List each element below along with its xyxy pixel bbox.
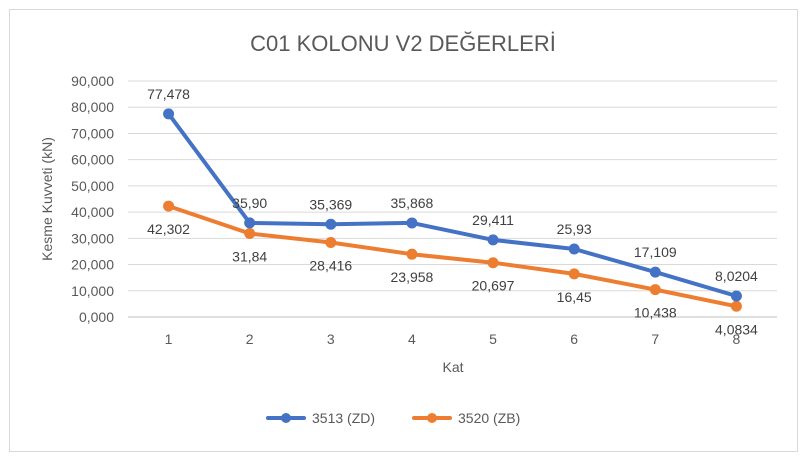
y-tick-label: 50,000 xyxy=(71,178,114,194)
chart-frame xyxy=(9,9,798,452)
chart-title: C01 KOLONU V2 DEĞERLERİ xyxy=(250,31,556,56)
y-axis-ticks: 0,000 10,000 20,000 30,000 40,000 50,000 60,00… xyxy=(71,73,114,325)
y-tick-label: 10,000 xyxy=(71,283,114,299)
data-label: 35,868 xyxy=(391,195,434,211)
y-tick-label: 40,000 xyxy=(71,204,114,220)
y-tick-label: 70,000 xyxy=(71,125,114,141)
series-3520-zb- xyxy=(163,200,742,312)
data-label: 4,0834 xyxy=(715,321,758,337)
data-point xyxy=(163,200,175,212)
series-line xyxy=(166,204,739,309)
x-tick-label: 6 xyxy=(570,331,578,347)
data-point xyxy=(568,243,580,255)
data-point xyxy=(406,217,418,229)
series-3513-zd- xyxy=(163,108,742,302)
y-tick-label: 90,000 xyxy=(71,73,114,89)
data-point xyxy=(730,300,742,312)
data-label: 31,84 xyxy=(232,249,267,265)
data-label: 35,369 xyxy=(309,196,352,212)
legend-label: 3520 (ZB) xyxy=(458,410,520,426)
y-tick-label: 30,000 xyxy=(71,230,114,246)
data-label: 20,697 xyxy=(472,278,515,294)
legend-swatch-marker xyxy=(427,413,437,423)
x-axis-label: Kat xyxy=(442,359,463,375)
data-point xyxy=(406,248,418,260)
x-tick-label: 3 xyxy=(327,331,335,347)
series-line xyxy=(166,111,739,298)
data-point xyxy=(487,257,499,269)
data-label: 16,45 xyxy=(557,289,592,305)
data-point xyxy=(163,108,175,120)
y-tick-label: 80,000 xyxy=(71,99,114,115)
data-point xyxy=(568,268,580,280)
x-tick-label: 4 xyxy=(408,331,416,347)
data-point xyxy=(649,266,661,278)
data-label: 10,438 xyxy=(634,305,677,321)
data-label: 28,416 xyxy=(309,257,352,273)
data-label: 25,93 xyxy=(557,221,592,237)
legend-label: 3513 (ZD) xyxy=(312,410,375,426)
data-point xyxy=(487,234,499,246)
data-label: 77,478 xyxy=(147,86,190,102)
data-point xyxy=(325,236,337,248)
data-label: 23,958 xyxy=(391,269,434,285)
data-point xyxy=(244,217,256,229)
data-labels: 77,478 35,90 35,369 35,868 29,411 25,93 17,109… xyxy=(147,86,758,284)
data-label: 8,0204 xyxy=(715,268,758,284)
y-tick-label: 0,000 xyxy=(79,309,114,325)
legend: 3513 (ZD) 3520 (ZB) xyxy=(266,410,520,426)
data-label: 42,302 xyxy=(147,221,190,237)
y-tick-label: 20,000 xyxy=(71,257,114,273)
y-tick-label: 60,000 xyxy=(71,152,114,168)
data-point xyxy=(649,284,661,296)
series-layer: 77,478 35,90 35,369 35,868 29,411 25,93 17,109… xyxy=(147,86,758,337)
x-tick-label: 2 xyxy=(246,331,254,347)
x-tick-label: 7 xyxy=(651,331,659,347)
legend-swatch-marker xyxy=(281,413,291,423)
x-tick-label: 1 xyxy=(165,331,173,347)
data-label: 17,109 xyxy=(634,244,677,260)
data-point xyxy=(325,218,337,230)
data-point xyxy=(730,290,742,302)
gridlines xyxy=(128,80,777,318)
data-point xyxy=(244,228,256,240)
y-axis-label: Kesme Kuvveti (kN) xyxy=(39,137,55,261)
data-label: 35,90 xyxy=(232,195,267,211)
data-label: 29,411 xyxy=(472,212,514,228)
x-tick-label: 8 xyxy=(733,331,741,347)
data-labels: 42,302 31,84 28,416 23,958 20,697 16,45 10,438… xyxy=(147,221,758,337)
x-tick-label: 5 xyxy=(489,331,497,347)
x-axis-ticks: 1 2 3 4 5 6 7 8 xyxy=(165,331,741,347)
